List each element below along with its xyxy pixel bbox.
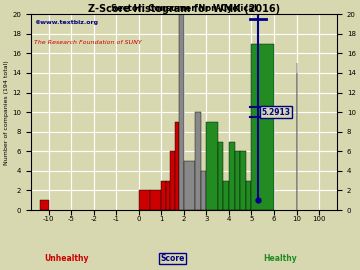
- Bar: [40, 200, 49, 210]
- Bar: [179, 14, 184, 210]
- Bar: [166, 181, 170, 210]
- Text: ©www.textbiz.org: ©www.textbiz.org: [34, 20, 98, 25]
- Text: Sector: Consumer Non-Cyclical: Sector: Consumer Non-Cyclical: [111, 4, 257, 13]
- Bar: [195, 112, 201, 210]
- Bar: [184, 161, 195, 210]
- Bar: [240, 151, 246, 210]
- Bar: [235, 151, 240, 210]
- Bar: [161, 181, 166, 210]
- Bar: [206, 122, 218, 210]
- Title: Z-Score Histogram for WMK (2016): Z-Score Histogram for WMK (2016): [88, 4, 280, 14]
- Text: Healthy: Healthy: [263, 254, 297, 263]
- Text: 5.2913: 5.2913: [261, 108, 291, 117]
- Bar: [229, 141, 235, 210]
- Y-axis label: Number of companies (194 total): Number of companies (194 total): [4, 60, 9, 164]
- Bar: [218, 141, 223, 210]
- Bar: [201, 171, 206, 210]
- Bar: [150, 190, 161, 210]
- Text: Score: Score: [161, 254, 185, 263]
- Bar: [223, 181, 229, 210]
- Text: The Research Foundation of SUNY: The Research Foundation of SUNY: [34, 40, 141, 45]
- Bar: [252, 43, 274, 210]
- Bar: [139, 190, 150, 210]
- Bar: [170, 151, 175, 210]
- Bar: [175, 122, 179, 210]
- Bar: [246, 181, 252, 210]
- Text: Unhealthy: Unhealthy: [45, 254, 89, 263]
